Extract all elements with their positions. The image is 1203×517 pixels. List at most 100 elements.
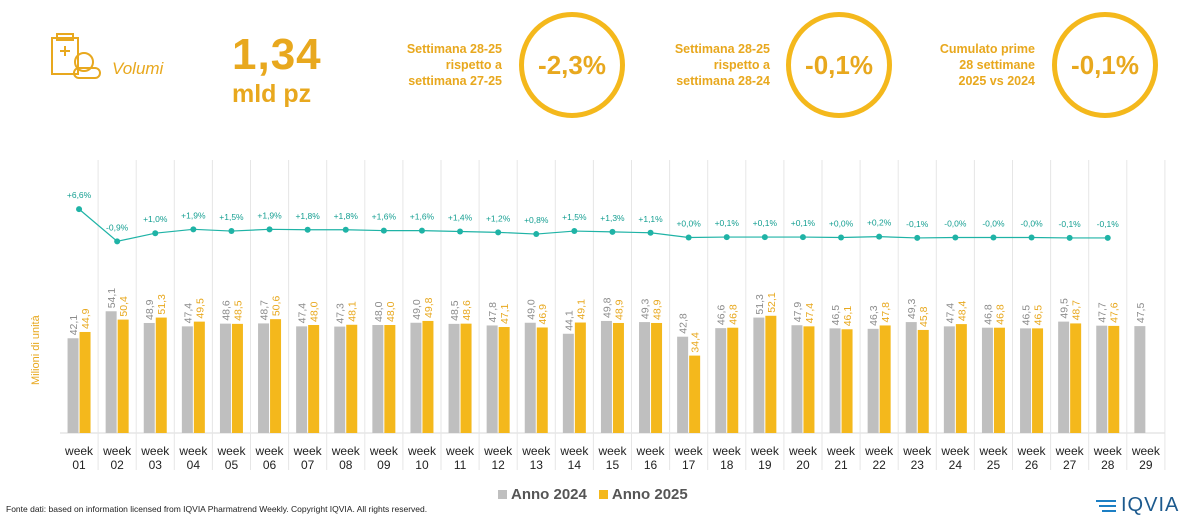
bar-2025 <box>270 319 282 433</box>
bar-2025 <box>955 324 967 433</box>
bar-2024 <box>143 322 155 433</box>
x-tick-label: 13 <box>530 458 544 472</box>
pct-change-point <box>114 238 121 245</box>
pct-change-label: +0,8% <box>524 215 549 225</box>
kpi-1-line2: rispetto a <box>445 58 502 72</box>
pct-change-label: +1,3% <box>600 213 625 223</box>
data-label-2025: 47,8 <box>880 302 892 323</box>
data-label-2025: 34,4 <box>690 332 702 353</box>
pct-change-label: +1,9% <box>257 210 282 220</box>
data-label-2025: 50,4 <box>118 296 130 317</box>
x-tick-label: week <box>407 444 437 458</box>
pct-change-point <box>380 227 387 234</box>
pct-change-label: +0,1% <box>715 218 740 228</box>
pct-change-line <box>78 208 1108 243</box>
pct-change-point <box>685 234 692 241</box>
x-tick-label: 29 <box>1139 458 1153 472</box>
pct-change-label: +0,1% <box>791 218 816 228</box>
pct-change-label: +1,6% <box>410 212 435 222</box>
bar-2025 <box>384 325 396 433</box>
kpi-3-line3: 2025 vs 2024 <box>958 74 1035 88</box>
x-tick-label: week <box>1131 444 1161 458</box>
data-label-2024: 42,8 <box>678 313 690 334</box>
data-label-2025: 49,1 <box>575 299 587 320</box>
pct-change-label: +1,1% <box>638 214 663 224</box>
pct-change-label: -0,0% <box>944 219 967 229</box>
bar-2025 <box>765 315 777 433</box>
bar-2024 <box>829 328 841 433</box>
bar-2024 <box>1134 326 1146 433</box>
bar-2024 <box>715 328 727 433</box>
x-tick-label: 03 <box>149 458 163 472</box>
bar-2025 <box>574 322 586 433</box>
legend-label-2025: Anno 2025 <box>611 486 688 503</box>
kpi-3-line2: 28 settimane <box>959 58 1035 72</box>
x-tick-label: 01 <box>72 458 86 472</box>
data-label-2024: 54,1 <box>106 288 118 309</box>
bar-2025 <box>79 331 91 433</box>
pct-change-point <box>342 226 349 233</box>
data-label-2024: 47,7 <box>1097 302 1109 323</box>
data-label-2025: 48,0 <box>385 301 397 322</box>
pct-change-point <box>152 230 159 237</box>
x-tick-label: week <box>140 444 170 458</box>
x-tick-label: 21 <box>834 458 848 472</box>
pct-change-label: +1,6% <box>372 212 397 222</box>
legend: Anno 2024 Anno 2025 <box>498 486 688 503</box>
data-label-2024: 47,4 <box>182 303 194 324</box>
data-label-2024: 49,0 <box>525 299 537 320</box>
pct-change-label: +1,0% <box>143 214 168 224</box>
x-tick-label: week <box>674 444 704 458</box>
bar-2025 <box>117 319 129 433</box>
bar-2024 <box>753 317 765 433</box>
bar-2024 <box>981 327 993 433</box>
bar-2025 <box>1070 323 1082 433</box>
legend-swatch-2024 <box>498 490 507 499</box>
pct-change-point <box>647 229 654 236</box>
pct-change-point <box>457 228 464 235</box>
pct-change-label: -0,0% <box>982 219 1005 229</box>
x-tick-label: 12 <box>491 458 505 472</box>
kpi-1-value: -2,3% <box>538 49 606 80</box>
bar-2024 <box>181 326 193 433</box>
x-tick-label: 25 <box>987 458 1001 472</box>
data-label-2025: 50,6 <box>271 296 283 317</box>
x-tick-label: week <box>521 444 551 458</box>
data-label-2024: 51,3 <box>754 294 766 315</box>
pct-change-label: +1,8% <box>295 211 320 221</box>
pct-change-label: +1,5% <box>562 212 587 222</box>
bar-2025 <box>155 317 167 433</box>
bar-2024 <box>1020 328 1032 433</box>
pct-change-point <box>1066 234 1073 241</box>
data-label-2024: 47,9 <box>792 302 804 323</box>
x-tick-label: week <box>940 444 970 458</box>
x-tick-label: 11 <box>454 458 467 472</box>
x-tick-label: 16 <box>644 458 658 472</box>
x-tick-label: week <box>102 444 132 458</box>
bar-2025 <box>1108 325 1120 433</box>
pct-change-label: +1,9% <box>181 210 206 220</box>
x-tick-label: week <box>750 444 780 458</box>
x-tick-label: week <box>978 444 1008 458</box>
kpi-1-circle: -2,3% <box>519 12 625 118</box>
bar-2024 <box>600 320 612 433</box>
x-tick-label: week <box>1093 444 1123 458</box>
bar-2024 <box>448 323 460 433</box>
bar-2025 <box>536 327 548 433</box>
bar-2025 <box>308 325 320 433</box>
legend-swatch-2025 <box>598 490 608 499</box>
bar-2025 <box>993 327 1005 433</box>
bar-2025 <box>422 320 434 433</box>
x-tick-label: week <box>712 444 742 458</box>
pct-change-label: +1,8% <box>334 211 359 221</box>
data-label-2024: 47,5 <box>1135 303 1147 324</box>
pct-change-point <box>761 234 768 241</box>
data-label-2024: 46,3 <box>868 305 880 326</box>
data-label-2025: 46,8 <box>728 304 740 325</box>
x-tick-label: week <box>445 444 475 458</box>
medicine-box-icon <box>48 32 110 82</box>
pct-change-label: +1,4% <box>448 212 473 222</box>
bar-2025 <box>917 329 929 433</box>
pct-change-point <box>990 234 997 241</box>
